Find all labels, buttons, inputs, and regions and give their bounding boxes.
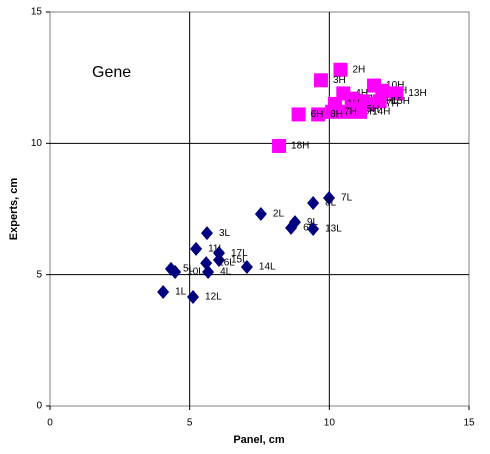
point-label: 7L [341,193,353,204]
y-axis-title: Experts, cm [8,178,20,241]
point [333,62,348,77]
point [291,107,306,122]
point [307,195,320,210]
point-label: 3H [333,75,346,86]
x-axis-title: Panel, cm [233,434,285,446]
point-label: 8L [325,198,337,209]
x-tick-label: 10 [324,418,336,429]
point [190,241,203,256]
point-label: 9L [307,217,319,228]
point-label: 17H [380,99,398,110]
point-label: 15L [231,255,248,266]
point [285,220,298,235]
point-label: 7H [344,106,357,117]
point-label: 16L [218,258,235,269]
y-tick-label: 0 [36,401,42,412]
point-label: 18H [291,141,309,152]
point-label: 8H [330,109,343,120]
point-label: 12L [205,292,222,303]
point-label: 2H [353,64,366,75]
x-tick-label: 15 [463,418,475,429]
point-label: 5L [183,264,195,275]
x-tick-label: 5 [187,418,193,429]
point [200,226,213,241]
point [389,86,404,101]
point-label: 17L [231,248,248,259]
point [254,206,267,221]
point [339,104,354,119]
point [325,104,340,119]
annotation: Gene [92,64,131,81]
point [240,260,253,275]
y-tick-label: 5 [36,269,42,280]
point-label: 14L [259,262,276,273]
point [212,252,225,267]
point [344,91,359,106]
y-tick-label: 15 [31,7,43,18]
point-label: 5H [366,104,379,115]
point [202,265,215,280]
point-label: 10H [386,80,404,91]
point [169,265,182,280]
y-tick-label: 10 [31,138,43,149]
point-label: 6H [311,109,324,120]
point [323,190,336,205]
point-label: 15H [392,96,410,107]
point [307,221,320,236]
point [187,289,200,304]
point [313,73,328,88]
x-tick-label: 0 [47,418,53,429]
point-label: 14H [372,106,390,117]
point-label: 1L [175,287,187,298]
point [353,104,368,119]
point [375,83,390,98]
point-label: 11L [208,244,224,255]
point [157,285,170,300]
point-label: 3L [219,228,231,239]
point-label: 10L [187,267,204,278]
point [311,107,326,122]
point-label: 13H [408,88,426,99]
point [272,138,287,153]
point-label: 4L [220,267,232,278]
point-label: 2L [273,209,285,220]
point-label: 16H [358,106,376,117]
point [372,94,387,109]
point-label: 13L [325,224,342,235]
point-label: 4H [355,88,368,99]
